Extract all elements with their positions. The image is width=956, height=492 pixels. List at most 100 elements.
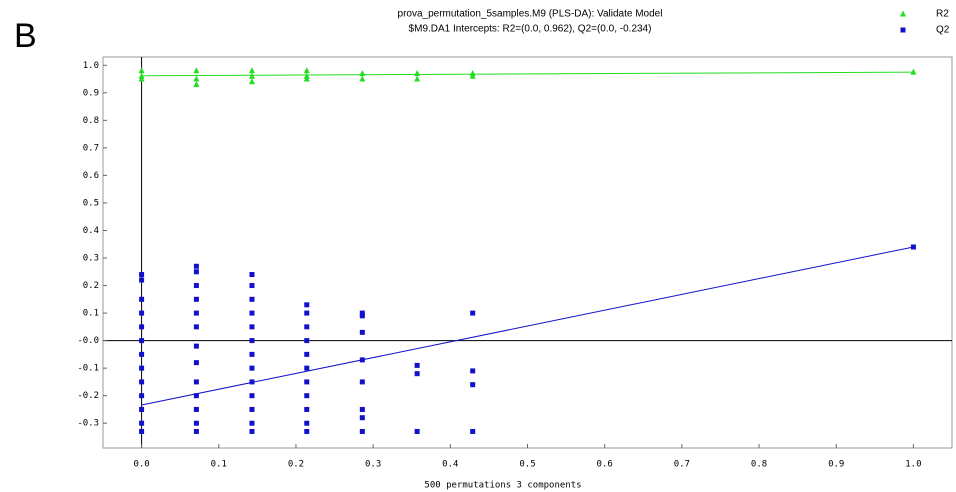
y-tick-label: -0.0: [77, 336, 99, 346]
point: [139, 428, 145, 434]
point: [139, 351, 145, 357]
point: [193, 269, 199, 275]
legend-label: Q2: [936, 25, 950, 36]
point: [193, 360, 199, 366]
point: [304, 365, 310, 371]
point: [249, 420, 255, 426]
point: [359, 428, 365, 434]
point: [193, 324, 199, 330]
point: [910, 68, 917, 75]
point: [193, 67, 200, 74]
point: [304, 420, 310, 426]
point: [414, 70, 421, 77]
point: [304, 351, 310, 357]
point: [249, 351, 255, 357]
point: [304, 302, 310, 308]
point: [304, 393, 310, 399]
point: [359, 70, 366, 77]
point: [193, 406, 199, 412]
point: [249, 406, 255, 412]
point: [193, 343, 199, 349]
point: [304, 324, 310, 330]
point: [139, 393, 145, 399]
point: [249, 324, 255, 330]
point: [139, 277, 145, 283]
y-tick-label: 0.2: [83, 281, 99, 291]
point: [139, 296, 145, 302]
point: [139, 420, 145, 426]
point: [304, 338, 310, 344]
y-tick-label: 0.5: [83, 198, 99, 208]
point: [303, 75, 310, 82]
x-axis-label: 500 permutations 3 components: [424, 481, 581, 491]
fit-line: [141, 71, 914, 77]
chart-title: prova_permutation_5samples.M9 (PLS-DA): …: [398, 9, 663, 20]
point: [139, 338, 145, 344]
point: [249, 296, 255, 302]
point: [470, 428, 476, 434]
y-tick-label: 0.1: [83, 309, 99, 319]
point: [304, 428, 310, 434]
point: [248, 67, 255, 74]
point: [249, 428, 255, 434]
x-tick-label: 0.2: [288, 460, 304, 470]
x-tick-label: 0.5: [519, 460, 535, 470]
chart-subtitle: $M9.DA1 Intercepts: R2=(0.0, 0.962), Q2=…: [409, 24, 652, 35]
point: [304, 379, 310, 385]
point: [359, 357, 365, 363]
point: [139, 272, 145, 278]
point: [249, 379, 255, 385]
point: [470, 382, 476, 388]
y-tick-label: -0.1: [77, 364, 99, 374]
point: [193, 393, 199, 399]
point: [248, 78, 255, 85]
point: [249, 393, 255, 399]
point: [193, 75, 200, 82]
point: [414, 75, 421, 82]
y-tick-label: 0.3: [83, 254, 99, 264]
plot-frame: [102, 56, 953, 449]
fit-line: [141, 246, 914, 406]
legend-marker: [900, 10, 906, 17]
point: [910, 244, 916, 250]
point: [414, 371, 420, 377]
point: [193, 420, 199, 426]
y-tick-label: 0.4: [83, 226, 99, 236]
x-tick-label: 0.3: [365, 460, 381, 470]
point: [359, 379, 365, 385]
point: [249, 310, 255, 316]
point: [138, 75, 145, 82]
panel-label: B: [14, 17, 37, 55]
y-tick-label: 1.0: [83, 61, 99, 71]
point: [139, 406, 145, 412]
x-tick-label: 0.9: [828, 460, 844, 470]
y-tick-label: 0.9: [83, 88, 99, 98]
point: [249, 338, 255, 344]
point: [304, 406, 310, 412]
x-tick-label: 0.7: [674, 460, 690, 470]
point: [470, 368, 476, 374]
point: [359, 313, 365, 319]
point: [469, 72, 476, 79]
point: [249, 283, 255, 289]
y-tick-label: -0.3: [77, 419, 99, 429]
x-tick-label: 1.0: [905, 460, 921, 470]
point: [139, 365, 145, 371]
point: [470, 310, 476, 316]
point: [193, 283, 199, 289]
point: [359, 406, 365, 412]
point: [359, 75, 366, 82]
point: [193, 379, 199, 385]
x-tick-label: 0.6: [597, 460, 613, 470]
y-tick-label: 0.8: [83, 116, 99, 126]
point: [249, 365, 255, 371]
point: [414, 428, 420, 434]
y-tick-label: 0.6: [83, 171, 99, 181]
point: [193, 310, 199, 316]
y-tick-label: -0.2: [77, 391, 99, 401]
point: [193, 428, 199, 434]
point: [139, 379, 145, 385]
point: [193, 263, 199, 269]
x-tick-label: 0.1: [211, 460, 227, 470]
